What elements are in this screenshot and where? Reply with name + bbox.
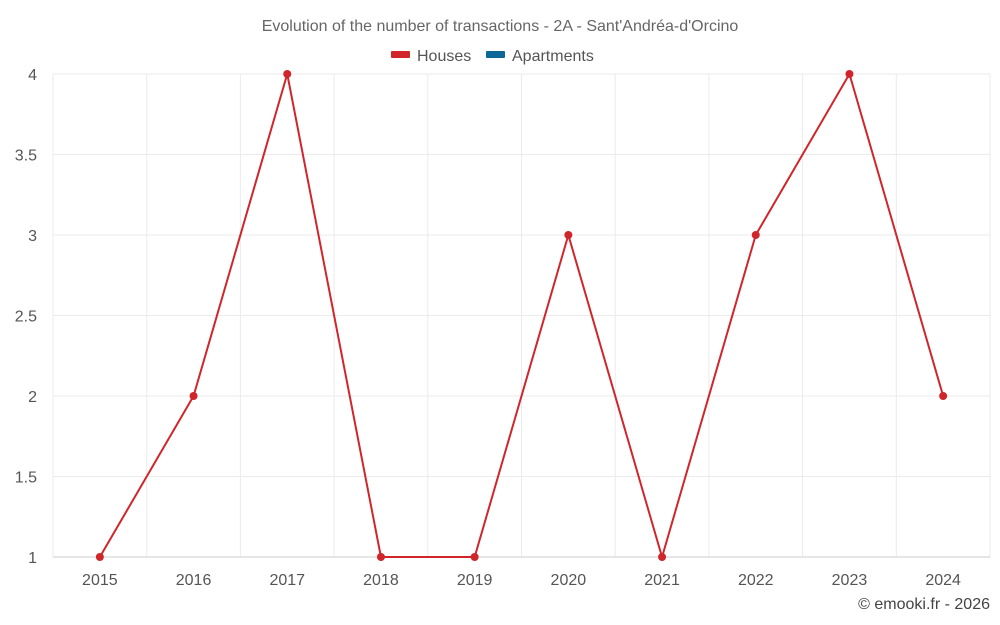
series-line-houses bbox=[98, 73, 945, 558]
x-axis: 2015 2016 2017 2018 2019 2020 2021 2022 2023 2024 bbox=[53, 556, 990, 589]
y-tick-label: 4 bbox=[28, 67, 37, 84]
data-point-houses-2021[interactable] bbox=[658, 553, 667, 561]
x-tick-label: 2021 bbox=[644, 572, 680, 589]
x-tick-label: 2019 bbox=[457, 572, 493, 589]
data-point-houses-2018[interactable] bbox=[376, 553, 385, 561]
credit-text: © emooki.fr - 2026 bbox=[858, 596, 990, 613]
legend-item-houses[interactable]: Houses bbox=[391, 48, 471, 65]
y-tick-label: 1 bbox=[28, 550, 37, 567]
legend-item-apartments[interactable]: Apartments bbox=[486, 48, 594, 65]
y-axis: 1 1.5 2 2.5 3 3.5 4 bbox=[15, 67, 37, 567]
x-tick-label: 2015 bbox=[82, 572, 118, 589]
data-point-houses-2024[interactable] bbox=[939, 392, 948, 400]
data-point-houses-2019[interactable] bbox=[470, 553, 479, 561]
data-point-houses-2015[interactable] bbox=[95, 553, 104, 561]
data-point-houses-2016[interactable] bbox=[189, 392, 198, 400]
chart-title: Evolution of the number of transactions … bbox=[262, 18, 739, 35]
legend: Houses Apartments bbox=[391, 48, 594, 65]
legend-swatch-houses bbox=[391, 51, 410, 58]
x-tick-label: 2018 bbox=[363, 572, 399, 589]
x-tick-label: 2020 bbox=[551, 572, 587, 589]
data-point-houses-2023[interactable] bbox=[845, 70, 854, 78]
data-point-houses-2017[interactable] bbox=[283, 70, 292, 78]
y-tick-label: 2.5 bbox=[15, 309, 37, 326]
y-tick-label: 2 bbox=[28, 389, 37, 406]
data-point-houses-2020[interactable] bbox=[564, 231, 573, 239]
x-tick-label: 2022 bbox=[738, 572, 774, 589]
legend-swatch-apartments bbox=[486, 51, 505, 58]
grid bbox=[52, 73, 991, 557]
x-tick-label: 2024 bbox=[925, 572, 961, 589]
data-point-houses-2022[interactable] bbox=[751, 231, 760, 239]
y-tick-label: 1.5 bbox=[15, 470, 37, 487]
y-tick-label: 3.5 bbox=[15, 148, 37, 165]
x-tick-label: 2023 bbox=[832, 572, 868, 589]
series-layer bbox=[95, 70, 948, 561]
x-tick-label: 2016 bbox=[176, 572, 212, 589]
x-tick-label: 2017 bbox=[269, 572, 305, 589]
legend-label-houses: Houses bbox=[417, 48, 471, 65]
y-tick-label: 3 bbox=[28, 228, 37, 245]
legend-label-apartments: Apartments bbox=[512, 48, 594, 65]
